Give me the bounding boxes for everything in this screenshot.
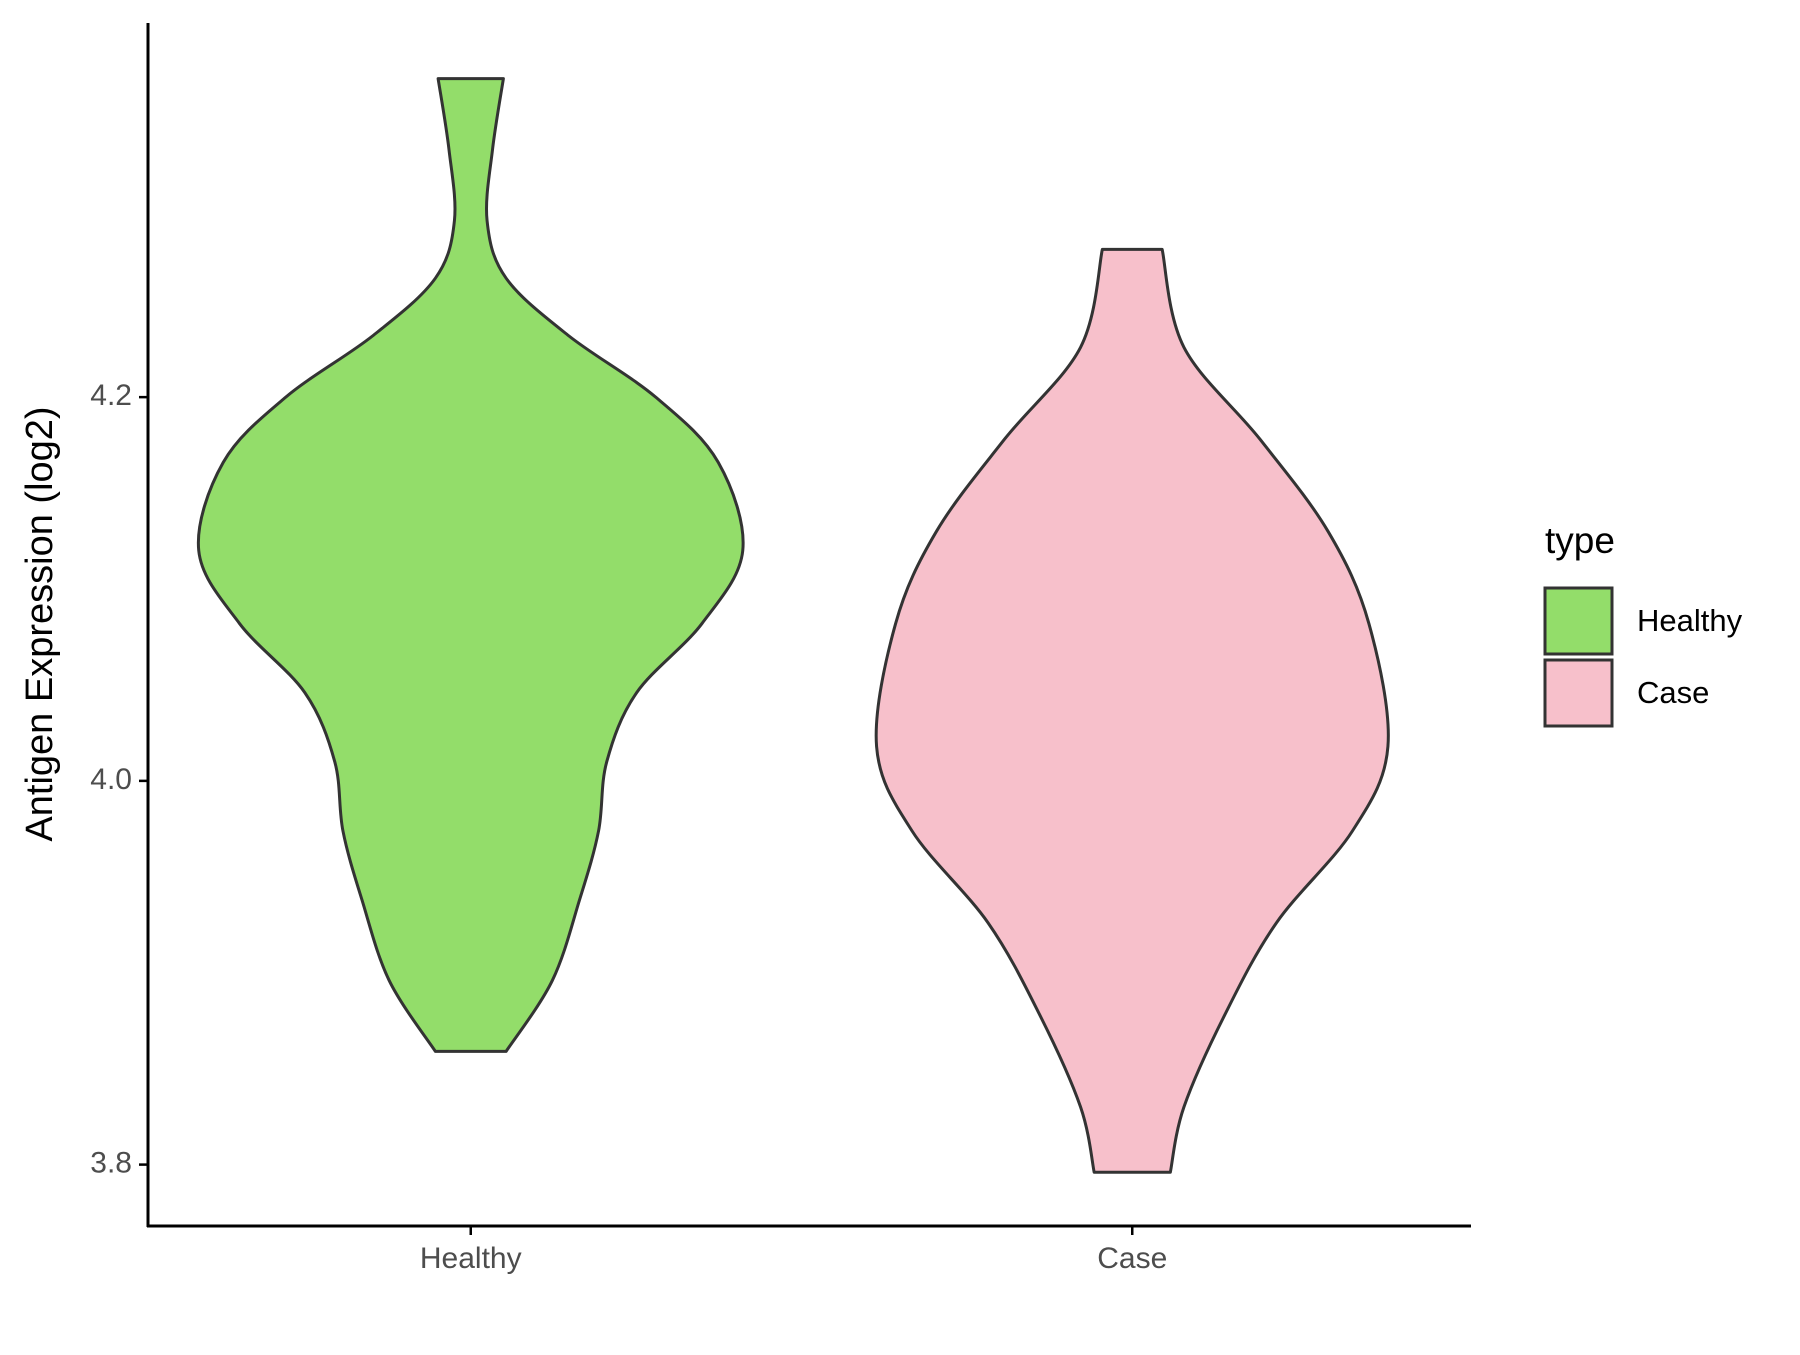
x-tick-label: Healthy bbox=[420, 1242, 522, 1275]
legend-key bbox=[1543, 586, 1614, 656]
y-tick-label: 4.2 bbox=[90, 379, 132, 412]
x-tick-label: Case bbox=[1097, 1242, 1167, 1275]
y-tick-label: 3.8 bbox=[90, 1147, 132, 1180]
violin bbox=[196, 77, 745, 1053]
y-tick-label: 4.0 bbox=[90, 763, 132, 796]
y-axis-title: Antigen Expression (log2) bbox=[19, 406, 61, 841]
legend-label: Case bbox=[1637, 675, 1709, 710]
legend-title: type bbox=[1545, 520, 1615, 561]
legend-key bbox=[1543, 658, 1614, 728]
legend-label: Healthy bbox=[1637, 603, 1743, 638]
violin bbox=[874, 247, 1390, 1174]
